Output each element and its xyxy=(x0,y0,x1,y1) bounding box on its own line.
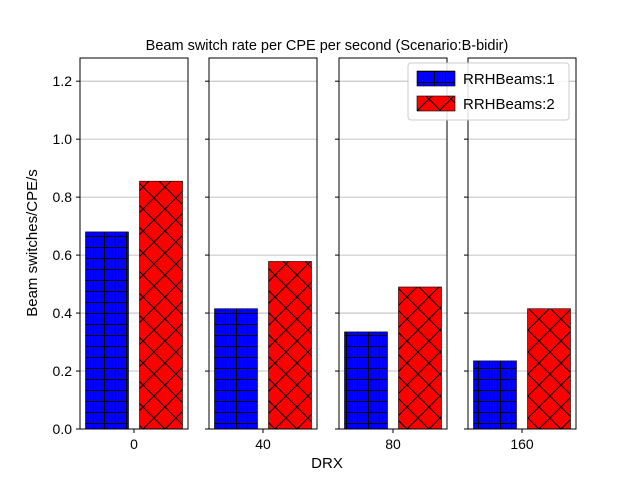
x-tick-label: 0 xyxy=(130,436,138,452)
y-tick-label: 0.2 xyxy=(53,363,73,379)
bar-RRHBeams:1-80 xyxy=(344,331,388,430)
legend-item-RRHBeams:2: RRHBeams:2 xyxy=(416,95,555,113)
subplot-0: 0.0 0.2 0.4 0.6 0.8 1.0 1.2 0 xyxy=(53,57,189,452)
y-tick-label: 0.6 xyxy=(53,247,73,263)
legend-label: RRHBeams:1 xyxy=(463,71,555,88)
subplot-80: 80 xyxy=(335,57,448,452)
y-tick-label: 0.8 xyxy=(53,189,73,205)
x-tick-label: 80 xyxy=(385,436,401,452)
bar-hatch xyxy=(527,308,571,430)
bar-RRHBeams:1-0 xyxy=(85,231,129,430)
bar-RRHBeams:2-80 xyxy=(398,286,442,430)
legend-swatch-hatch xyxy=(416,70,456,87)
subplot-40: 40 xyxy=(205,57,318,452)
y-tick-label: 1.0 xyxy=(53,131,73,147)
y-tick-label: 0.0 xyxy=(53,421,73,437)
bar-hatch xyxy=(473,360,517,430)
legend-item-RRHBeams:1: RRHBeams:1 xyxy=(416,70,555,88)
subplot-panels: 0.0 0.2 0.4 0.6 0.8 1.0 1.2 0 40 80 160 xyxy=(53,57,577,452)
legend-swatch-hatch xyxy=(416,95,456,112)
bar-hatch xyxy=(268,261,312,430)
bar-RRHBeams:1-160 xyxy=(473,360,517,430)
y-tick-label: 0.4 xyxy=(53,305,73,321)
bar-hatch xyxy=(214,308,258,430)
bar-hatch xyxy=(344,331,388,430)
bar-hatch xyxy=(139,180,183,430)
x-axis-label: DRX xyxy=(311,455,343,472)
x-tick-label: 160 xyxy=(510,436,534,452)
legend-label: RRHBeams:2 xyxy=(463,96,555,113)
bar-RRHBeams:2-160 xyxy=(527,308,571,430)
bar-hatch xyxy=(398,286,442,430)
x-tick-label: 40 xyxy=(255,436,271,452)
chart-title: Beam switch rate per CPE per second (Sce… xyxy=(146,38,509,54)
bar-RRHBeams:2-0 xyxy=(139,180,183,430)
legend: RRHBeams:1 RRHBeams:2 xyxy=(407,62,570,121)
bar-RRHBeams:2-40 xyxy=(268,261,312,430)
bar-hatch xyxy=(85,231,129,430)
y-tick-label: 1.2 xyxy=(53,73,73,89)
bar-RRHBeams:1-40 xyxy=(214,308,258,430)
y-axis-label: Beam switches/CPE/s xyxy=(24,169,41,317)
